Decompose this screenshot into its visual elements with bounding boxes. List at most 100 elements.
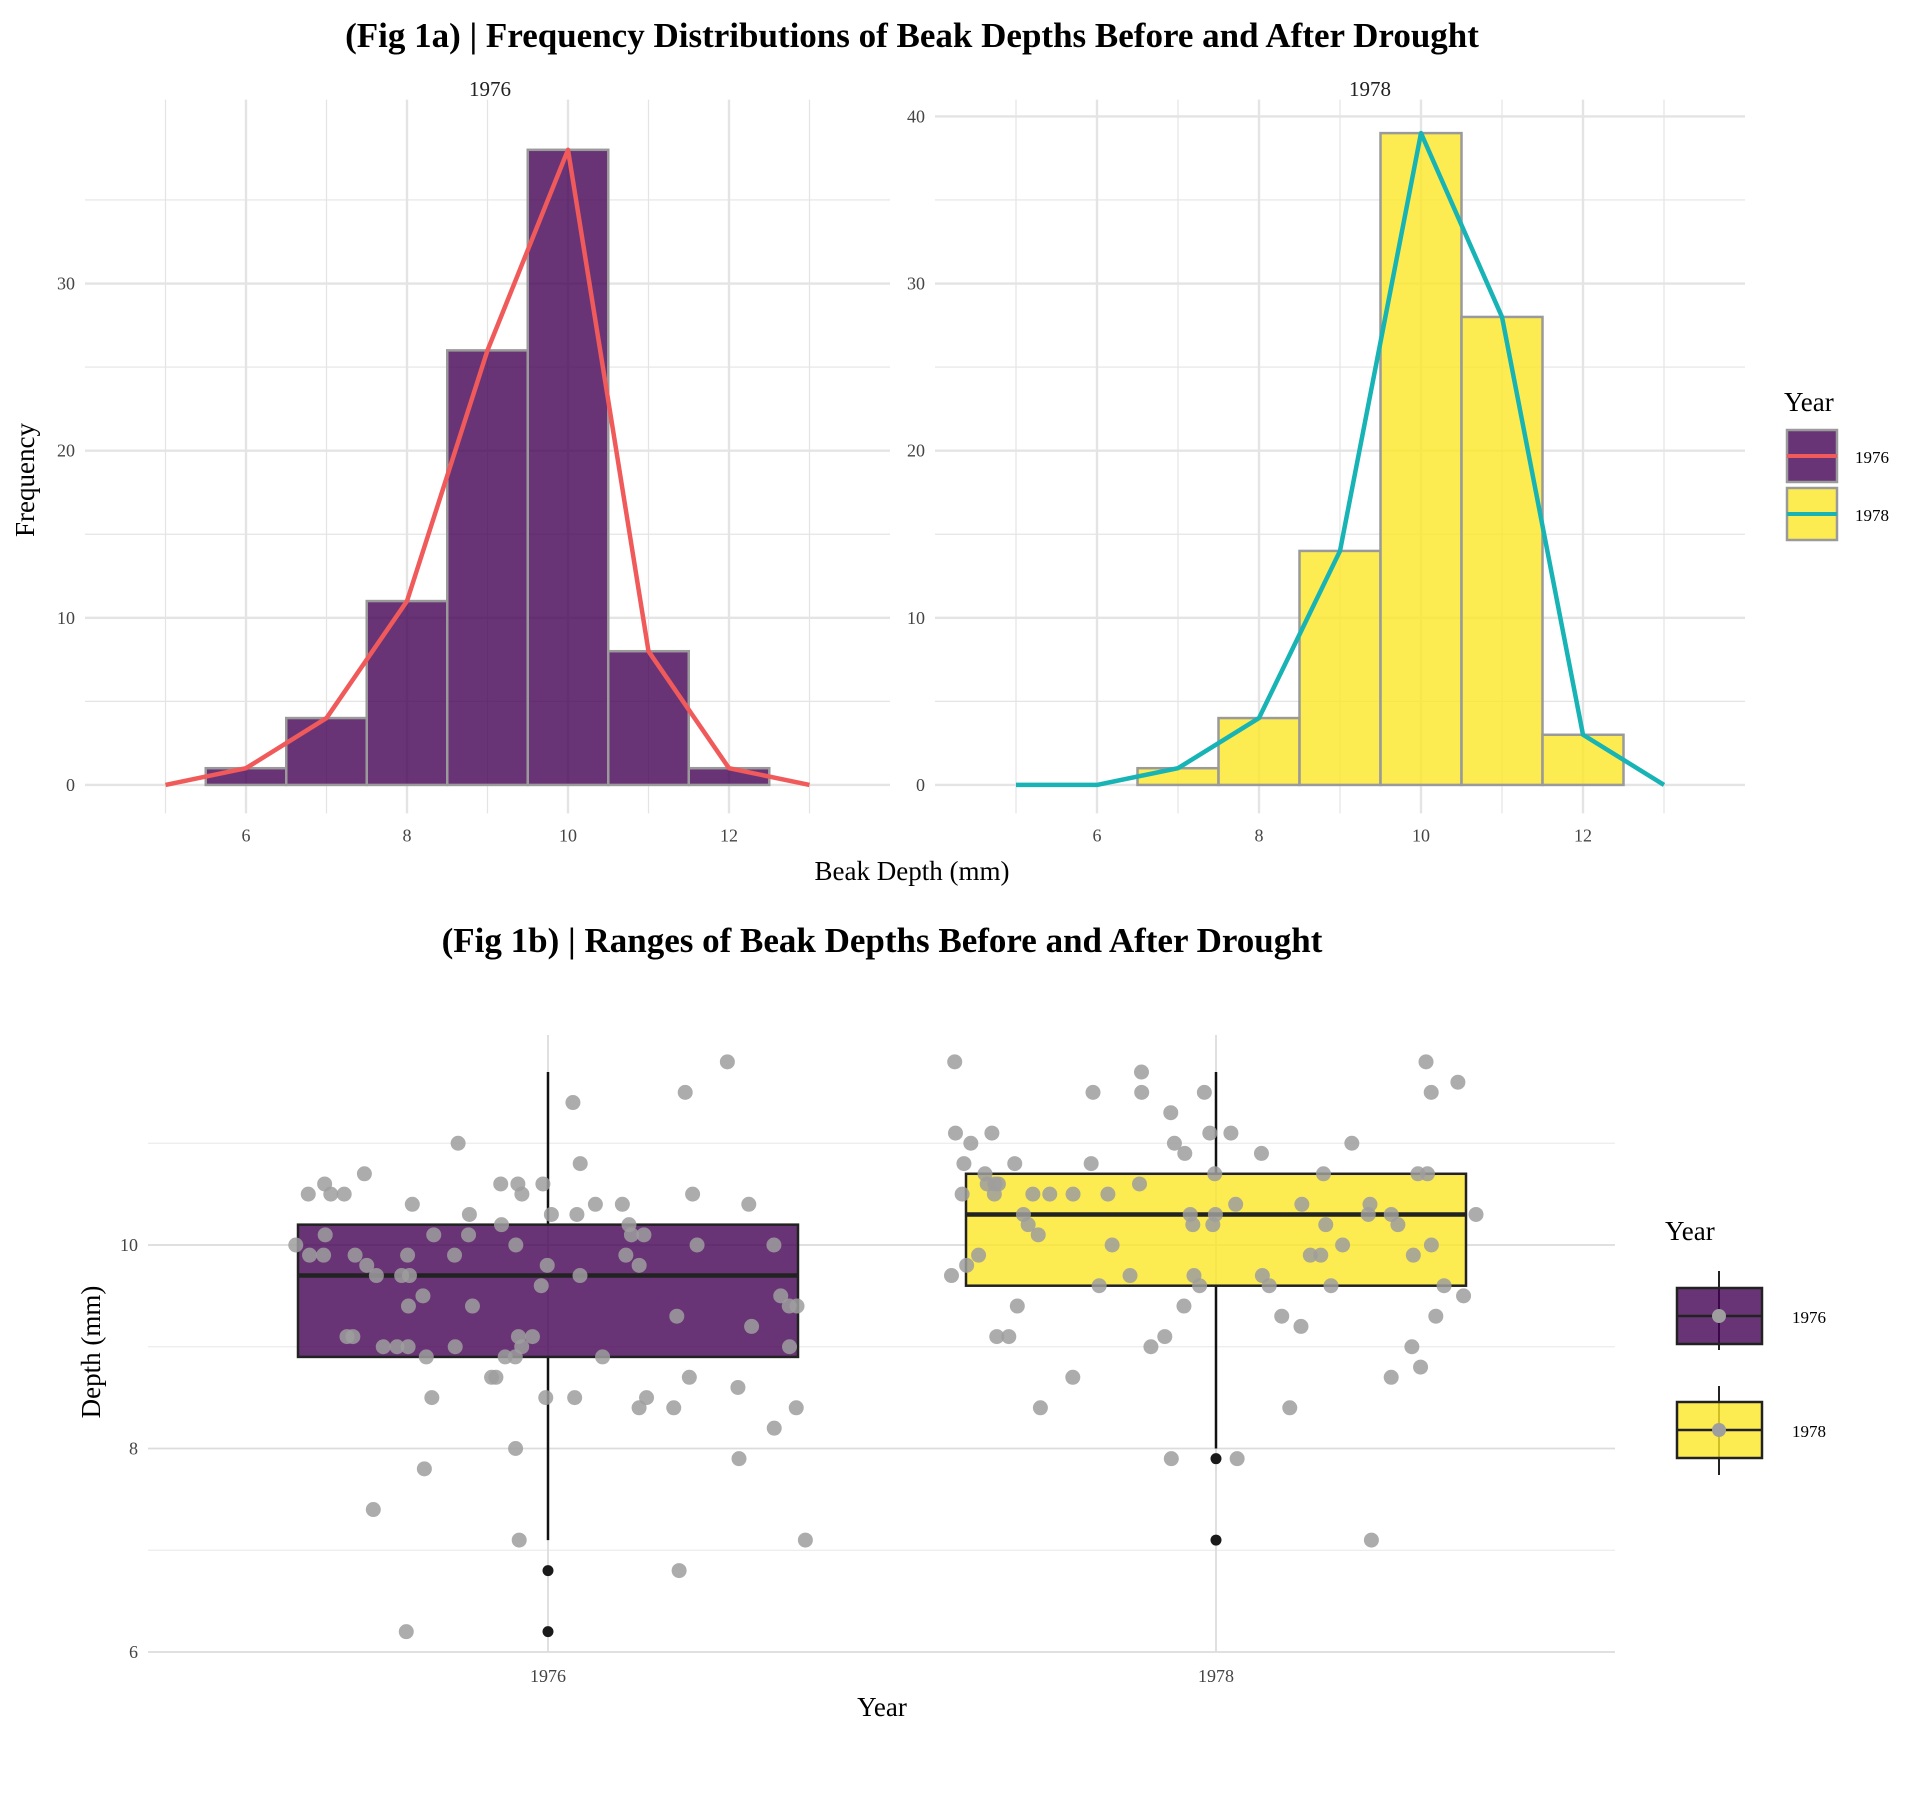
jitter-point	[569, 1206, 585, 1222]
jitter-point	[1423, 1237, 1439, 1253]
jitter-point	[359, 1257, 375, 1273]
jitter-point	[587, 1196, 603, 1212]
jitter-point	[539, 1257, 555, 1273]
jitter-point	[1302, 1247, 1318, 1263]
histogram-bar	[285, 716, 368, 787]
x-tick-label: 6	[1093, 825, 1102, 845]
jitter-point	[689, 1237, 705, 1253]
histogram-bar	[1136, 766, 1220, 787]
jitter-point	[1315, 1166, 1331, 1182]
jitter-point	[1166, 1135, 1182, 1151]
jitter-point	[614, 1196, 630, 1212]
fig1b-xlabel: Year	[857, 1692, 907, 1722]
jitter-point	[1132, 1176, 1148, 1192]
hist-panel-1978: 0 10 20 30 40 6 8 10 12	[907, 99, 1745, 845]
jitter-point	[1177, 1145, 1193, 1161]
x-tick-label: 1976	[530, 1666, 566, 1686]
jitter-point	[565, 1095, 581, 1111]
jitter-point	[535, 1176, 551, 1192]
jitter-point	[1207, 1166, 1223, 1182]
panel-strip-1976: 1976	[469, 77, 511, 101]
jitter-point	[1007, 1156, 1023, 1172]
jitter-point	[1025, 1186, 1041, 1202]
y-tick-label: 0	[66, 775, 75, 795]
histogram-bar	[1217, 716, 1301, 787]
box-outlier-point	[542, 1626, 554, 1638]
jitter-point	[1294, 1196, 1310, 1212]
fig1a-title: (Fig 1a) | Frequency Distributions of Be…	[345, 16, 1479, 55]
jitter-point	[418, 1349, 434, 1365]
jitter-point	[1065, 1369, 1081, 1385]
jitter-point	[1030, 1227, 1046, 1243]
jitter-point	[1100, 1186, 1116, 1202]
jitter-point	[1419, 1166, 1435, 1182]
panel-strip-1978: 1978	[1349, 77, 1391, 101]
frequency-polygon-line	[165, 147, 810, 788]
box-outlier-point	[1210, 1453, 1222, 1465]
jitter-point	[1207, 1206, 1223, 1222]
jitter-point	[317, 1227, 333, 1243]
jitter-point	[730, 1379, 746, 1395]
jitter-point	[288, 1237, 304, 1253]
jitter-point	[1363, 1532, 1379, 1548]
jitter-point	[461, 1206, 477, 1222]
jitter-point	[404, 1196, 420, 1212]
y-tick-label: 0	[916, 775, 925, 795]
jitter-point	[669, 1308, 685, 1324]
jitter-point	[971, 1247, 987, 1263]
jitter-point	[524, 1329, 540, 1345]
x-tick-label: 10	[1412, 825, 1430, 845]
jitter-point	[572, 1156, 588, 1172]
jitter-point	[567, 1390, 583, 1406]
x-tick-label: 8	[403, 825, 412, 845]
jitter-point	[773, 1288, 789, 1304]
y-tick-label: 30	[907, 274, 925, 294]
jitter-point	[1293, 1318, 1309, 1334]
jitter-point	[365, 1502, 381, 1518]
jitter-point	[1456, 1288, 1472, 1304]
jitter-point	[1176, 1298, 1192, 1314]
jitter-point	[415, 1288, 431, 1304]
fig1b-ylabel: Depth (mm)	[76, 1286, 106, 1419]
jitter-point	[1163, 1451, 1179, 1467]
jitter-point	[621, 1217, 637, 1233]
jitter-point	[1436, 1278, 1452, 1294]
jitter-point	[639, 1390, 655, 1406]
jitter-point	[1186, 1268, 1202, 1284]
histogram-bar	[1460, 315, 1544, 787]
jitter-point	[947, 1125, 963, 1141]
jitter-point	[666, 1400, 682, 1416]
jitter-point	[1428, 1308, 1444, 1324]
histogram-bar	[607, 649, 690, 787]
jitter-point	[1253, 1145, 1269, 1161]
jitter-point	[572, 1268, 588, 1284]
x-tick-label: 1978	[1198, 1666, 1234, 1686]
jitter-point	[450, 1135, 466, 1151]
jitter-point	[731, 1451, 747, 1467]
y-tick-label: 10	[57, 608, 75, 628]
x-tick-label: 12	[720, 825, 738, 845]
jitter-point	[1274, 1308, 1290, 1324]
jitter-point	[1032, 1400, 1048, 1416]
histogram-bar	[1298, 549, 1382, 787]
fig1a-xlabel: Beak Depth (mm)	[815, 856, 1010, 886]
jitter-point	[989, 1329, 1005, 1345]
jitter-point	[1423, 1084, 1439, 1100]
jitter-point	[494, 1217, 510, 1233]
y-tick-label: 10	[907, 608, 925, 628]
jitter-point	[464, 1298, 480, 1314]
hist-panel-1976: 0 10 20 30 6 8 10 12	[57, 99, 890, 845]
jitter-point	[302, 1247, 318, 1263]
jitter-point	[400, 1339, 416, 1355]
jitter-point	[1335, 1237, 1351, 1253]
jitter-point	[1468, 1206, 1484, 1222]
jitter-point	[766, 1237, 782, 1253]
jitter-point	[426, 1227, 442, 1243]
y-tick-label: 6	[129, 1642, 138, 1662]
jitter-point	[1318, 1217, 1334, 1233]
fig1b-legend: Year 1976 1978	[1665, 1216, 1826, 1475]
jitter-point	[1091, 1278, 1107, 1294]
jitter-point	[677, 1084, 693, 1100]
jitter-point	[1196, 1084, 1212, 1100]
jitter-point	[508, 1237, 524, 1253]
